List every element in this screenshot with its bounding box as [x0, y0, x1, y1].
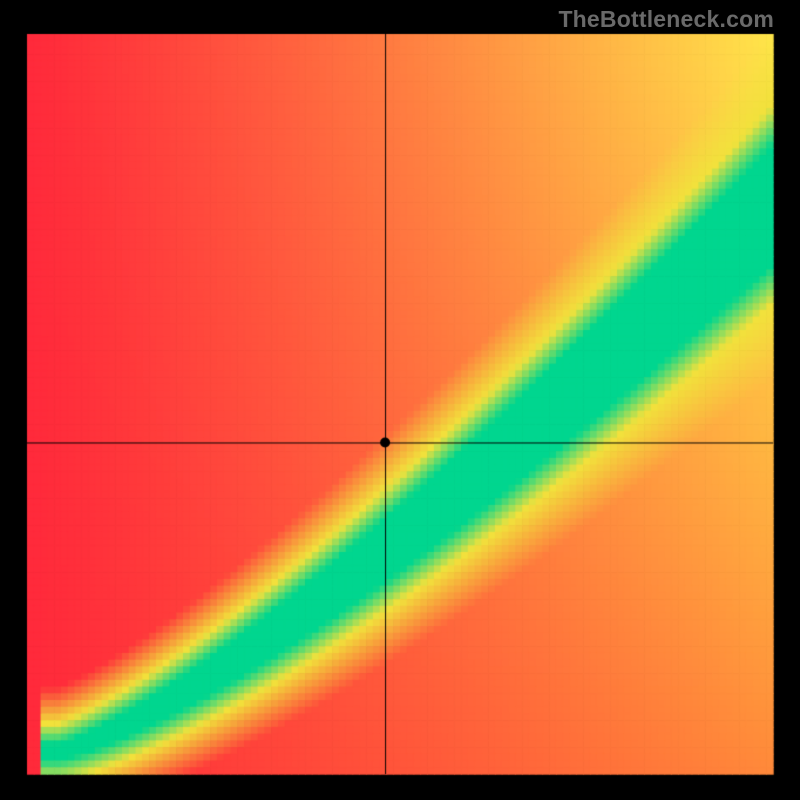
watermark-text: TheBottleneck.com: [558, 6, 774, 33]
heatmap-canvas: [0, 0, 800, 800]
chart-container: TheBottleneck.com: [0, 0, 800, 800]
